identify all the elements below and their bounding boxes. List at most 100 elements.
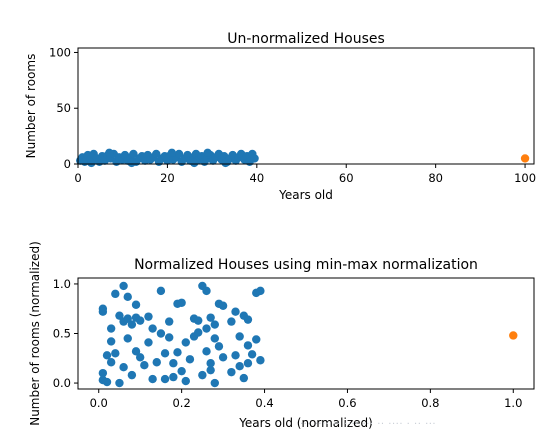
data-point: [169, 359, 178, 368]
data-point: [165, 317, 174, 326]
chart-title: Normalized Houses using min-max normaliz…: [134, 257, 478, 273]
data-point: [167, 148, 177, 158]
data-point: [221, 158, 230, 168]
y-axis-label: Number of rooms (normalized): [28, 241, 42, 426]
x-tick-label: 0.0: [90, 396, 108, 410]
data-point: [218, 353, 228, 362]
data-point: [214, 342, 224, 351]
data-point: [206, 313, 215, 322]
data-point: [173, 348, 182, 357]
data-point: [135, 316, 145, 325]
data-point: [152, 358, 161, 367]
data-point: [185, 355, 195, 364]
data-point: [87, 158, 96, 168]
data-point: [227, 317, 236, 326]
data-point: [250, 154, 259, 163]
data-point: [177, 298, 186, 307]
data-point: [115, 311, 124, 320]
data-point: [174, 149, 184, 159]
data-point: [256, 356, 265, 365]
x-tick-label: 1.0: [504, 396, 522, 410]
series-1: [98, 281, 265, 388]
data-point: [111, 289, 120, 299]
data-point: [202, 286, 211, 296]
series-2: [520, 154, 530, 163]
data-point: [177, 366, 186, 376]
axes-frame: [77, 277, 535, 390]
data-point: [135, 353, 145, 362]
data-point: [129, 149, 138, 159]
data-point: [165, 333, 174, 342]
data-point: [235, 362, 244, 371]
data-point: [144, 338, 153, 347]
x-tick-label: 40: [250, 171, 265, 185]
data-point: [252, 335, 261, 344]
data-point: [123, 292, 132, 302]
y-tick-label: 1.0: [53, 277, 71, 291]
data-point: [231, 307, 240, 316]
data-point: [190, 158, 199, 168]
data-point: [123, 334, 132, 343]
x-tick-label: 0.6: [338, 396, 356, 410]
x-tick-label: 0.4: [255, 396, 273, 410]
data-point: [106, 358, 116, 367]
data-point: [235, 332, 244, 341]
data-point: [131, 300, 141, 309]
data-point: [509, 331, 518, 340]
data-point: [131, 347, 141, 356]
x-tick-label: 100: [514, 171, 536, 185]
data-point: [105, 148, 114, 158]
x-tick-label: 0: [74, 171, 81, 185]
data-point: [156, 286, 166, 296]
data-point: [127, 370, 137, 380]
data-point: [160, 374, 170, 384]
chart-title: Un-normalized Houses: [227, 31, 385, 47]
data-point: [111, 349, 120, 358]
data-point: [169, 372, 178, 382]
data-point: [206, 365, 215, 375]
axes-frame: [77, 47, 535, 165]
data-point: [206, 359, 215, 368]
data-point: [160, 349, 170, 358]
data-point: [119, 281, 128, 291]
y-tick-label: 50: [56, 101, 71, 115]
y-axis-label: Number of rooms: [24, 54, 38, 159]
data-point: [119, 363, 128, 372]
data-point: [152, 149, 161, 159]
data-point: [203, 148, 212, 158]
x-axis-label: Years old (normalized): [238, 416, 373, 430]
data-point: [202, 324, 211, 333]
data-point: [127, 158, 136, 168]
data-point: [148, 324, 157, 333]
data-point: [181, 338, 190, 347]
data-point: [243, 315, 253, 324]
data-point: [102, 377, 112, 387]
data-point: [520, 154, 530, 163]
data-point: [127, 320, 137, 329]
data-point: [210, 334, 219, 343]
data-point: [227, 367, 236, 377]
data-point: [148, 374, 157, 384]
data-point: [102, 351, 112, 360]
data-point: [202, 347, 211, 356]
data-point: [247, 350, 257, 359]
x-tick-label: 0.8: [421, 396, 439, 410]
chart-1: 0 20 40 60 80 100 0 50 100 Un-normalized Houses Ye…: [24, 31, 536, 202]
series-2: [509, 331, 518, 340]
data-point: [144, 312, 153, 321]
y-tick-label: 0.5: [53, 327, 71, 341]
data-point: [243, 359, 253, 368]
data-point: [194, 328, 203, 337]
data-point: [194, 316, 203, 325]
data-point: [140, 361, 149, 370]
data-point: [115, 378, 124, 388]
data-point: [98, 368, 108, 378]
data-point: [198, 370, 207, 380]
x-axis-label: Years old: [278, 188, 333, 202]
data-point: [98, 307, 108, 316]
data-point: [106, 324, 116, 333]
data-point: [239, 373, 249, 383]
y-tick-label: 100: [49, 45, 71, 59]
data-point: [243, 341, 253, 350]
